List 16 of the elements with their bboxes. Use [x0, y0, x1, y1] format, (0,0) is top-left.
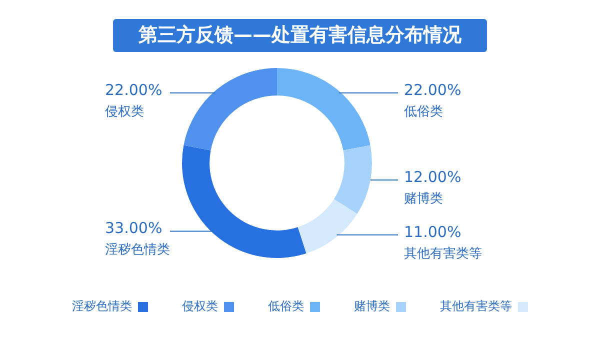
- slice-label: 其他有害类等: [404, 245, 482, 262]
- chart-title: 第三方反馈——处置有害信息分布情况: [113, 19, 487, 52]
- slice-label: 低俗类: [404, 104, 443, 120]
- data-label: 22.00%: [404, 80, 462, 99]
- slice-label: 侵权类: [105, 104, 144, 120]
- legend-label: 低俗类: [268, 298, 304, 315]
- legend-label: 侵权类: [182, 298, 218, 315]
- legend-label: 赌博类: [354, 298, 390, 315]
- data-label: 11.00%: [404, 222, 462, 241]
- legend-label: 其他有害类等: [440, 298, 512, 315]
- data-label: 12.00%: [404, 168, 462, 186]
- data-label: 33.00%: [105, 219, 162, 238]
- legend-label: 淫秽色情类: [72, 298, 132, 315]
- data-label: 22.00%: [105, 80, 162, 99]
- slice-label: 赌博类: [404, 191, 443, 206]
- slice-label: 淫秽色情类: [105, 242, 170, 258]
